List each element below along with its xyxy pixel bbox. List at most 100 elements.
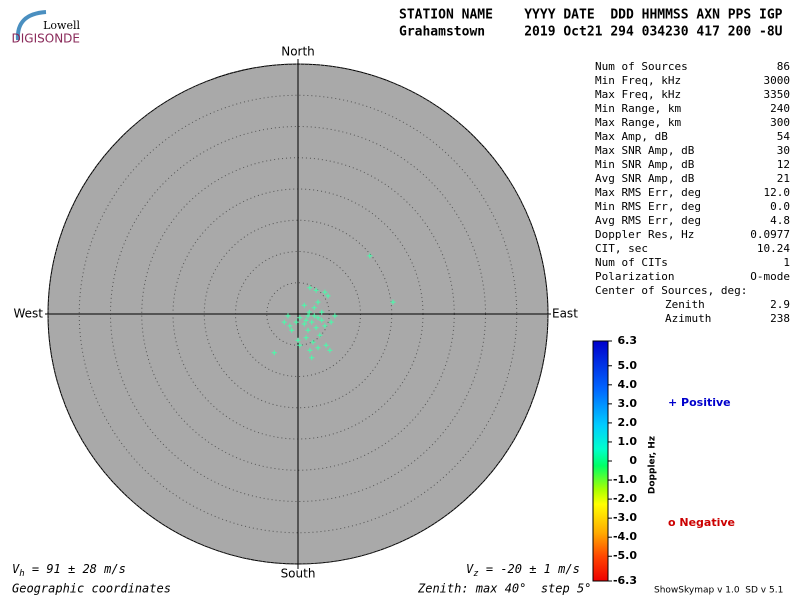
- color-tick-label: -6.3: [613, 574, 637, 587]
- stat-value: 3350: [764, 88, 791, 101]
- color-tick-label: 2.0: [618, 416, 638, 429]
- stat-value: 12.0: [764, 186, 791, 199]
- color-tick-label: -5.0: [613, 549, 637, 562]
- stat-value: 12: [777, 158, 790, 171]
- stat-label: Polarization: [595, 270, 674, 283]
- stat-value: 4.8: [770, 214, 790, 227]
- source-point: [305, 327, 311, 333]
- vh-sub: h: [19, 569, 24, 579]
- stat-label: Min Freq, kHz: [595, 74, 681, 87]
- vz-text: = -20 ± 1 m/s: [479, 562, 580, 576]
- logo-top: Lowell: [43, 19, 80, 32]
- source-point: [305, 313, 311, 319]
- header-line: Grahamstown 2019 Oct21 294 034230 417 20…: [399, 25, 783, 40]
- source-point: [313, 325, 319, 331]
- source-point: [322, 323, 328, 329]
- legend-positive: + Positive: [668, 396, 731, 409]
- stat-value: 300: [770, 116, 790, 129]
- logo-bottom: DIGISONDE: [12, 32, 80, 46]
- logo-swoosh: [15, 10, 47, 41]
- source-point: [301, 302, 307, 308]
- source-point: [297, 342, 303, 348]
- source-point: [367, 253, 373, 259]
- stat-value: 10.24: [757, 242, 790, 255]
- stat-label: CIT, sec: [595, 242, 648, 255]
- stat-value: 21: [777, 172, 790, 185]
- stat-value: 86: [777, 60, 790, 73]
- stat-label: Avg RMS Err, deg: [595, 214, 701, 227]
- stat-value: 240: [770, 102, 790, 115]
- color-tick-label: 1.0: [618, 435, 638, 448]
- source-point: [309, 355, 315, 361]
- color-tick-label: 5.0: [618, 359, 638, 372]
- stat-label: Min SNR Amp, dB: [595, 158, 695, 171]
- source-point: [319, 309, 325, 315]
- direction-label: North: [281, 45, 315, 59]
- color-tick-label: -3.0: [613, 511, 637, 524]
- vh-symbol: V: [12, 562, 20, 576]
- stat-label: Min RMS Err, deg: [595, 200, 701, 213]
- stat-value: 1: [783, 256, 790, 269]
- zenith-label: Zenith: max 40° step 5°: [417, 582, 591, 596]
- color-tick-label: -4.0: [613, 530, 637, 543]
- source-point: [315, 299, 321, 305]
- source-point: [313, 287, 319, 293]
- source-point: [297, 315, 303, 321]
- version-label: ShowSkymap v 1.0 SD v 5.1: [654, 586, 783, 596]
- direction-label: South: [281, 567, 316, 581]
- source-point: [332, 313, 338, 319]
- color-tick-label: -1.0: [613, 473, 637, 486]
- source-point: [311, 313, 317, 319]
- stat-label: Azimuth: [665, 312, 711, 325]
- source-point: [309, 319, 315, 325]
- source-point: [306, 309, 312, 315]
- stat-value: 0.0: [770, 200, 790, 213]
- source-point: [281, 319, 287, 325]
- source-point: [301, 321, 307, 327]
- source-point: [307, 347, 313, 353]
- source-point: [289, 327, 295, 333]
- stat-value: 54: [777, 130, 791, 143]
- stat-value: 238: [770, 312, 790, 325]
- source-point: [307, 285, 313, 291]
- source-point: [325, 293, 331, 299]
- source-point: [319, 317, 325, 323]
- source-point: [287, 323, 293, 329]
- stat-value: 2.9: [770, 298, 790, 311]
- color-tick-label: 0: [629, 454, 637, 467]
- color-scale-title: Doppler, Hz: [648, 436, 658, 494]
- stat-value: 0.0977: [750, 228, 790, 241]
- color-tick-label: 3.0: [618, 397, 638, 410]
- source-point: [271, 350, 277, 356]
- source-point: [315, 345, 321, 351]
- color-tick-label: 6.3: [618, 334, 638, 347]
- color-tick-label: 4.0: [618, 378, 638, 391]
- stat-label: Max RMS Err, deg: [595, 186, 701, 199]
- color-tick-label: -2.0: [613, 492, 637, 505]
- stat-label: Max Range, km: [595, 116, 681, 129]
- legend-negative: o Negative: [668, 516, 735, 529]
- source-point: [315, 315, 321, 321]
- source-point: [285, 313, 291, 319]
- source-point: [328, 319, 334, 325]
- stat-label: Max Amp, dB: [595, 130, 668, 143]
- source-point: [327, 347, 333, 353]
- source-point: [322, 289, 328, 295]
- stat-label: Num of Sources: [595, 60, 688, 73]
- source-point: [310, 339, 316, 345]
- vz-label: Vz = -20 ± 1 m/s: [466, 562, 580, 579]
- stat-label: Min Range, km: [595, 102, 681, 115]
- stat-label: Zenith: [665, 298, 705, 311]
- stat-label: Max Freq, kHz: [595, 88, 681, 101]
- source-point: [303, 335, 309, 341]
- source-point: [323, 342, 329, 348]
- header-line: STATION NAME YYYY DATE DDD HHMMSS AXN PP…: [399, 8, 783, 23]
- source-point: [293, 319, 299, 325]
- source-point: [303, 317, 309, 323]
- source-point: [317, 332, 323, 338]
- source-point: [390, 299, 396, 305]
- coords-label: Geographic coordinates: [12, 582, 171, 596]
- stat-value: 3000: [764, 74, 791, 87]
- source-point: [311, 305, 317, 311]
